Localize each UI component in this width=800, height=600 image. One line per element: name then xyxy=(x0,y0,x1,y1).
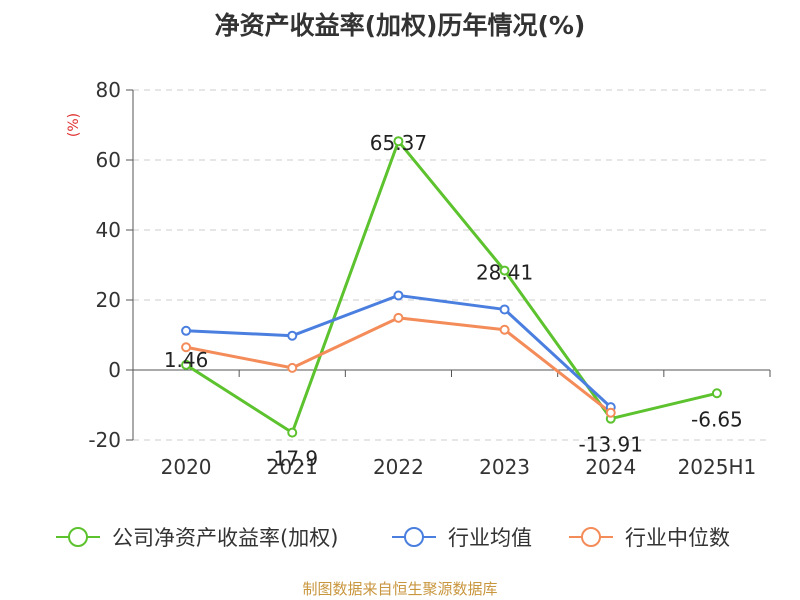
legend: 公司净资产收益率(加权) 行业均值 行业中位数 xyxy=(56,526,730,550)
y-tick-labels: 80 60 40 20 0 -20 xyxy=(88,78,121,452)
y-tick-label: 20 xyxy=(96,288,121,312)
legend-marker xyxy=(581,527,601,547)
data-label: 28.41 xyxy=(476,261,533,285)
data-point xyxy=(287,362,298,373)
series-points xyxy=(181,136,722,438)
series-line-0 xyxy=(185,139,718,435)
legend-marker xyxy=(68,527,88,547)
data-label: -6.65 xyxy=(691,407,743,431)
data-point xyxy=(499,265,510,276)
data-point xyxy=(287,330,298,341)
x-tick-label: 2025H1 xyxy=(678,455,757,479)
x-tick-label: 2022 xyxy=(373,455,424,479)
data-label: -17.9 xyxy=(266,447,318,471)
data-label: 65.37 xyxy=(370,131,427,155)
legend-label: 公司净资产收益率(加权) xyxy=(112,526,338,550)
data-point xyxy=(499,304,510,315)
data-label: -13.91 xyxy=(579,433,643,457)
y-axis-label: (%) xyxy=(66,113,82,137)
data-labels: 1.46 -17.9 65.37 28.41 -13.91 -6.65 xyxy=(164,131,743,470)
x-tick-label: 2020 xyxy=(161,455,212,479)
gridlines xyxy=(133,89,770,441)
x-tick-label: 2021 xyxy=(267,455,318,479)
data-point xyxy=(393,312,404,323)
data-point xyxy=(181,359,192,370)
legend-label: 行业中位数 xyxy=(625,526,730,550)
data-point xyxy=(393,290,404,301)
legend-label: 行业均值 xyxy=(448,526,532,550)
axes xyxy=(126,89,771,441)
data-point xyxy=(393,136,404,147)
x-tick-labels: 2020 2021 2022 2023 2024 2025H1 xyxy=(161,455,757,479)
x-tick-label: 2024 xyxy=(585,455,636,479)
data-label: 1.46 xyxy=(164,348,209,372)
data-source: 制图数据来自恒生聚源数据库 xyxy=(302,580,498,598)
data-point xyxy=(181,325,192,336)
x-tick-label: 2023 xyxy=(479,455,530,479)
data-point xyxy=(287,427,298,438)
y-tick-label: 40 xyxy=(96,218,121,242)
y-tick-label: 60 xyxy=(96,148,121,172)
data-point xyxy=(499,324,510,335)
data-point xyxy=(181,342,192,353)
series-line-1 xyxy=(186,293,612,409)
legend-marker xyxy=(404,527,424,547)
chart-title: 净资产收益率(加权)历年情况(%) xyxy=(214,11,586,40)
data-point xyxy=(711,388,722,399)
y-tick-label: 0 xyxy=(108,358,121,382)
data-point xyxy=(605,407,616,418)
y-tick-label: 80 xyxy=(96,78,121,102)
y-tick-label: -20 xyxy=(88,428,121,452)
series-lines xyxy=(185,139,718,435)
